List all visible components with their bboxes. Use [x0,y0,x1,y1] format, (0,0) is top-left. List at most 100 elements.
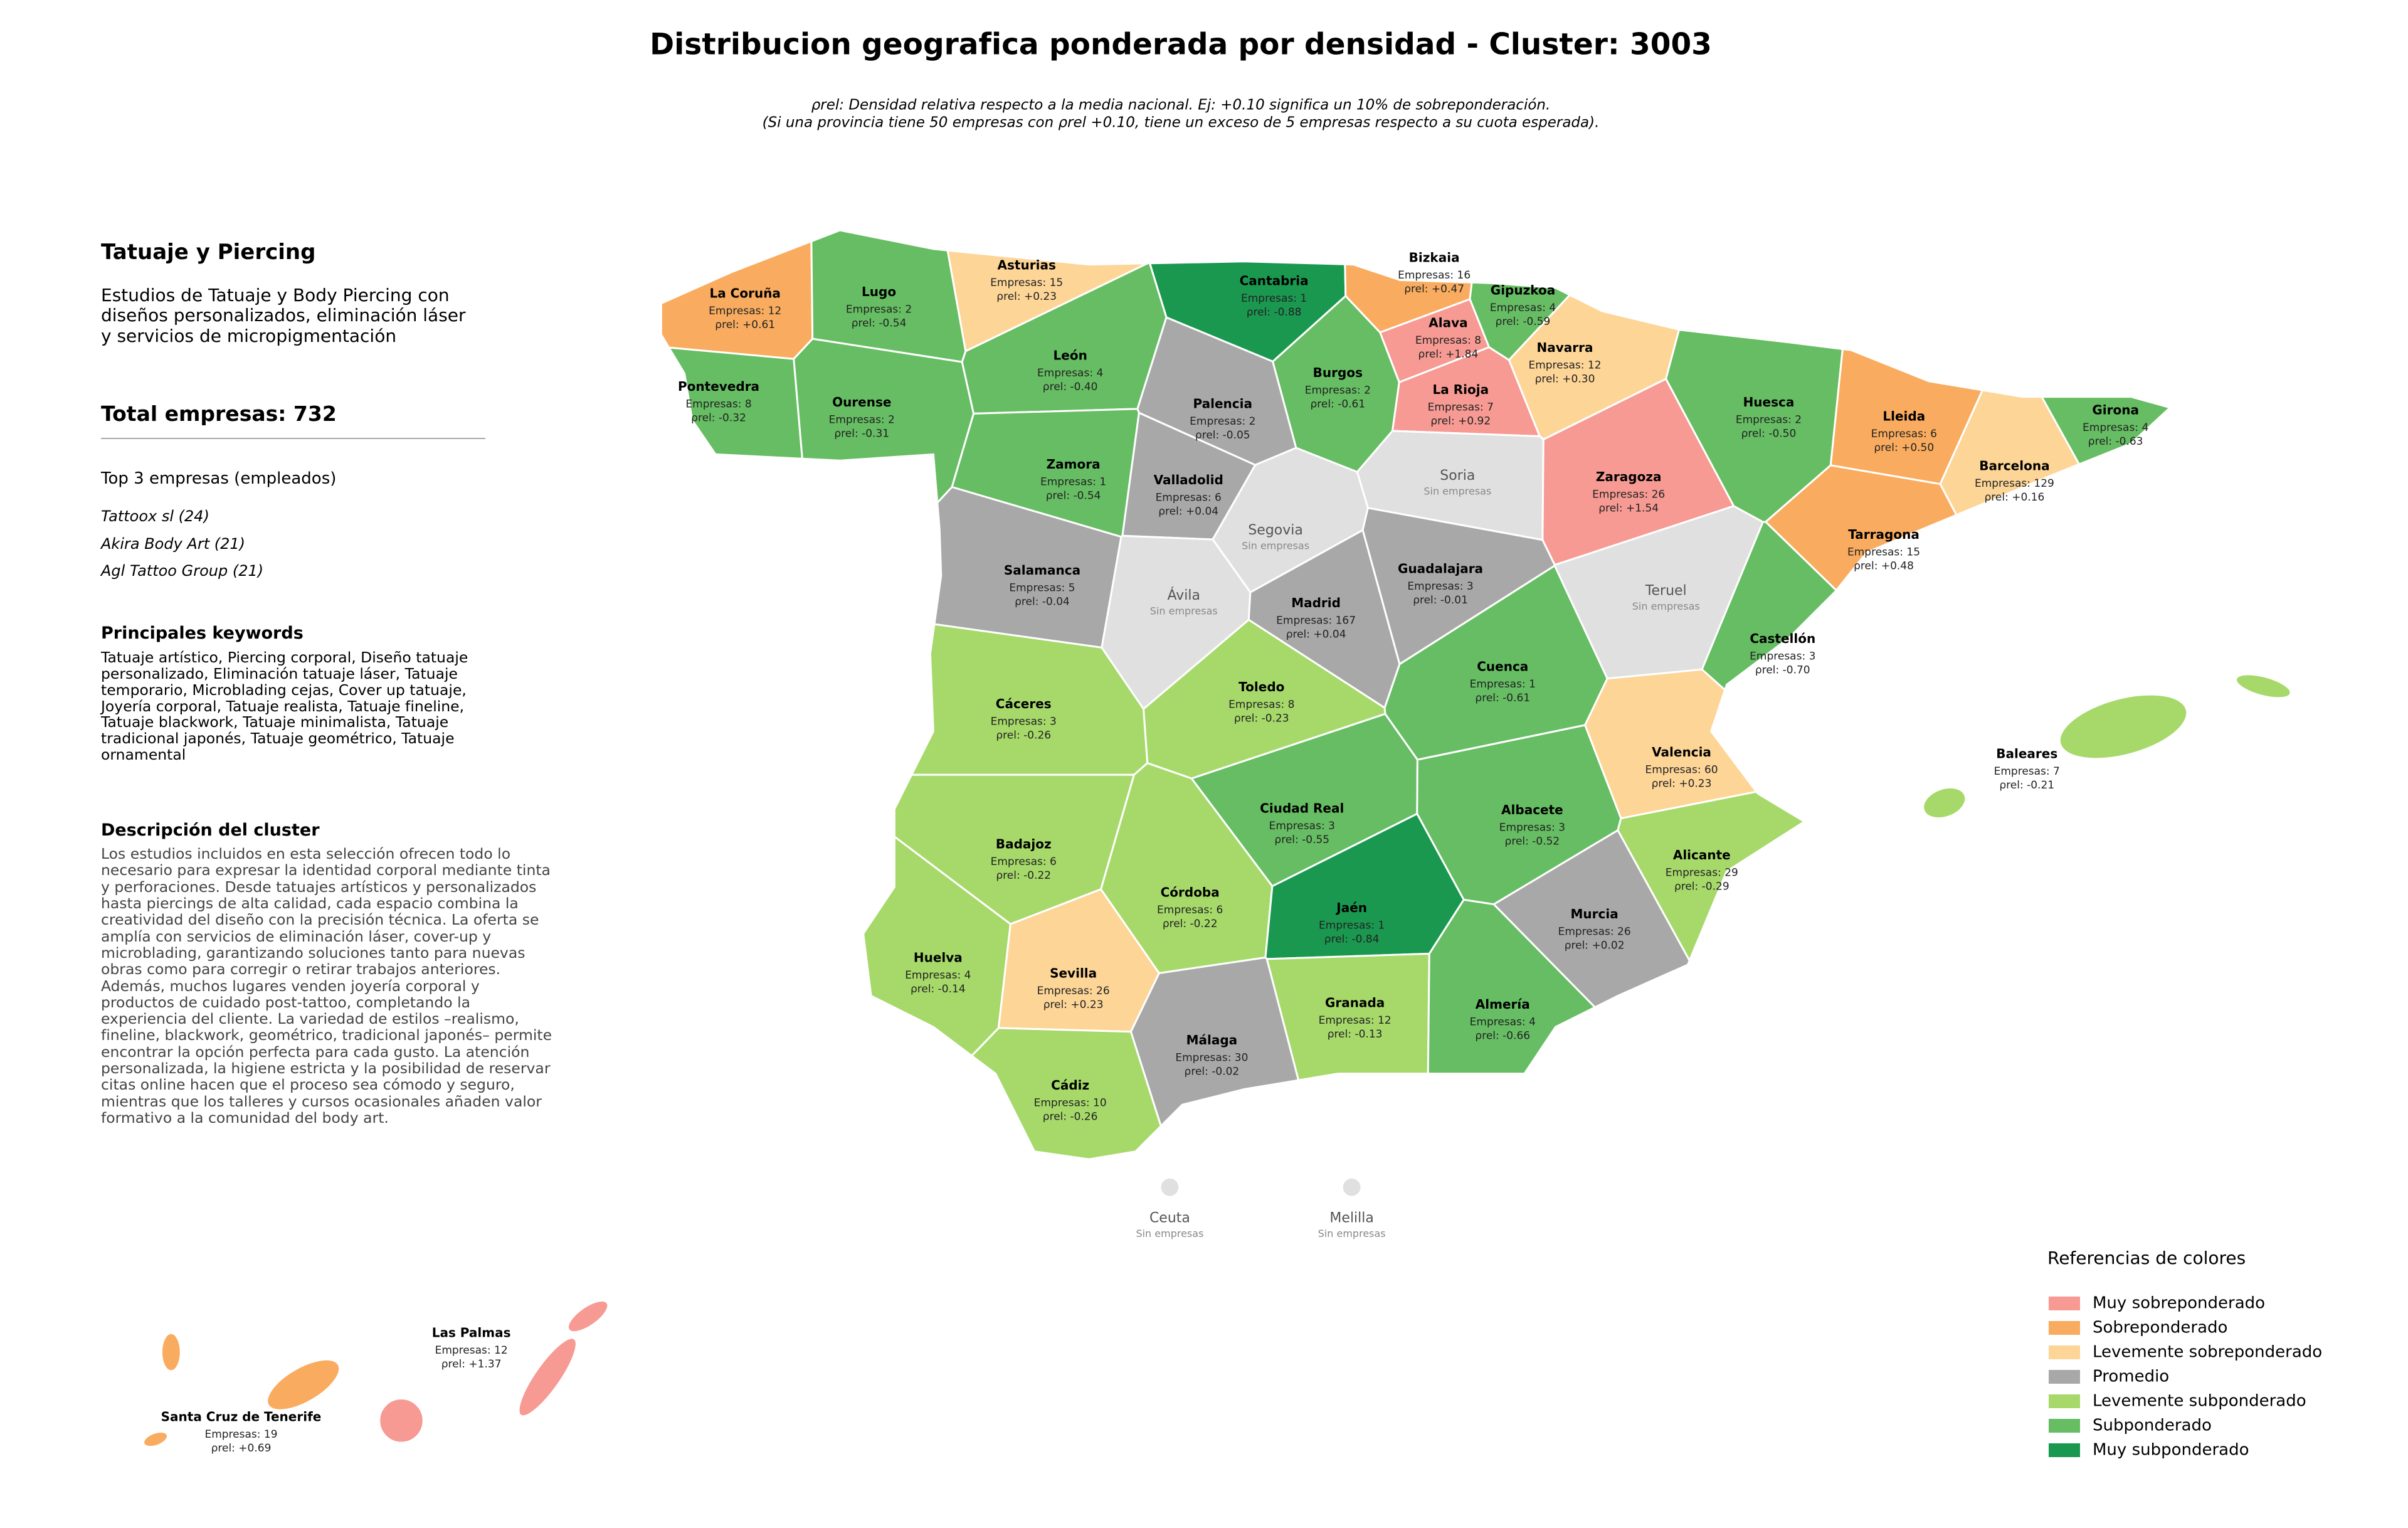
province-name: Burgos [1313,365,1363,380]
subtitle: ρrel: Densidad relativa respecto a la me… [811,97,1551,114]
province-count: Empresas: 4 [1037,367,1103,379]
province [1159,1177,1180,1197]
province-name: Tarragona [1848,527,1920,542]
province-count: Empresas: 8 [1415,334,1481,347]
legend-label: Levemente sobreponderado [2093,1343,2322,1362]
province-count: Empresas: 6 [1871,428,1937,440]
province-name: Ourense [832,395,891,410]
legend-label: Sobreponderado [2093,1318,2227,1337]
province-count: Empresas: 12 [435,1344,508,1357]
province-count: Empresas: 1 [1241,292,1307,305]
province-name: Bizkaia [1409,250,1460,265]
province-rho: ρrel: -0.55 [1274,834,1329,846]
province-rho: ρrel: +0.23 [1652,778,1712,790]
province-name: Lleida [1883,408,1925,423]
province-rho: ρrel: +0.04 [1158,506,1218,518]
province-name: Melilla [1329,1210,1373,1226]
province-name: Salamanca [1004,563,1080,578]
province-count: Empresas: 12 [709,305,781,317]
province [970,1027,1163,1160]
province-count: Empresas: 6 [1156,492,1222,504]
province-name: León [1054,348,1087,363]
province-rho: ρrel: -0.29 [1674,880,1729,893]
province-name: Guadalajara [1398,561,1483,576]
panel-heading: Tatuaje y Piercing [101,240,316,265]
province-count: Empresas: 4 [905,969,971,982]
province [1427,898,1597,1075]
province-count: Empresas: 29 [1666,866,1738,879]
province-name: Soria [1440,468,1475,484]
province-name: Huesca [1743,395,1795,410]
legend-swatch [2049,1345,2080,1359]
province [379,1398,424,1443]
province-name: Las Palmas [432,1325,511,1340]
province [267,1359,341,1411]
province-rho: ρrel: -0.54 [1046,490,1101,502]
province-name: Asturias [998,258,1056,273]
province-count: Empresas: 4 [1490,302,1556,314]
legend-title: Referencias de colores [2047,1248,2246,1268]
province-rho: ρrel: +0.04 [1286,628,1346,640]
province [1617,790,1807,963]
province-name: Segovia [1248,523,1303,538]
province-rho: ρrel: +0.61 [715,319,775,331]
province-rho: ρrel: +0.30 [1535,373,1595,386]
cluster-description: Los estudios incluidos en esta selección… [101,845,552,1127]
province-name: Madrid [1291,595,1341,610]
province-count: Empresas: 8 [685,398,751,411]
province-rho: ρrel: -0.21 [1999,779,2054,792]
province-rho: ρrel: +0.69 [211,1442,272,1455]
province-count: Sin empresas [1150,605,1218,617]
province-name: Santa Cruz de Tenerife [161,1409,322,1424]
province-rho: ρrel: -0.70 [1755,664,1810,677]
province-count: Empresas: 12 [1528,359,1601,372]
province-rho: ρrel: -0.40 [1043,381,1098,393]
province-rho: ρrel: -0.02 [1185,1066,1240,1078]
province-count: Sin empresas [1136,1228,1203,1239]
province-rho: ρrel: -0.01 [1413,594,1468,607]
province-rho: ρrel: -0.05 [1195,429,1250,442]
province-rho: ρrel: -0.32 [691,412,746,425]
province-name: Castellón [1750,631,1815,646]
province-count: Empresas: 4 [1470,1016,1536,1028]
province-count: Empresas: 16 [1398,269,1471,282]
province [961,262,1168,415]
province [1701,521,1838,692]
province-count: Empresas: 2 [1305,384,1371,396]
province-name: Granada [1325,995,1385,1011]
province [568,1300,609,1333]
panel-description: Estudios de Tatuaje y Body Piercing con … [101,285,466,346]
province-name: Alicante [1673,847,1731,862]
province-rho: ρrel: -0.66 [1475,1029,1530,1042]
province-count: Empresas: 1 [1470,678,1536,691]
province-name: Barcelona [1979,459,2049,474]
province-rho: ρrel: +0.50 [1874,442,1934,454]
province-count: Empresas: 6 [991,856,1057,868]
province-rho: ρrel: +0.23 [996,290,1057,303]
province-rho: ρrel: -0.52 [1505,835,1560,847]
province-rho: ρrel: +1.54 [1598,502,1659,515]
legend-swatch [2049,1419,2080,1433]
province-rho: ρrel: +1.37 [441,1358,502,1371]
province-rho: ρrel: +0.16 [1984,491,2044,504]
legend-swatch [2049,1394,2080,1408]
province [1129,956,1300,1128]
top-item: Tattoox sl (24) [101,507,209,525]
legend-swatch [2049,1443,2080,1457]
province-count: Empresas: 167 [1276,614,1356,627]
province-name: Ciudad Real [1260,800,1344,815]
legend-label: Levemente subponderado [2093,1392,2306,1411]
province-count: Empresas: 3 [1750,650,1815,663]
province-rho: ρrel: -0.23 [1234,712,1289,724]
province-count: Empresas: 8 [1228,698,1294,711]
province [2236,674,2291,699]
province-name: Valladolid [1154,472,1223,487]
province-count: Empresas: 1 [1040,476,1106,489]
province-name: Badajoz [996,836,1052,851]
province [143,1431,169,1448]
province [1583,668,1758,820]
province-count: Empresas: 19 [204,1428,277,1441]
province-name: La Rioja [1433,382,1489,397]
keywords-heading: Principales keywords [101,623,304,643]
